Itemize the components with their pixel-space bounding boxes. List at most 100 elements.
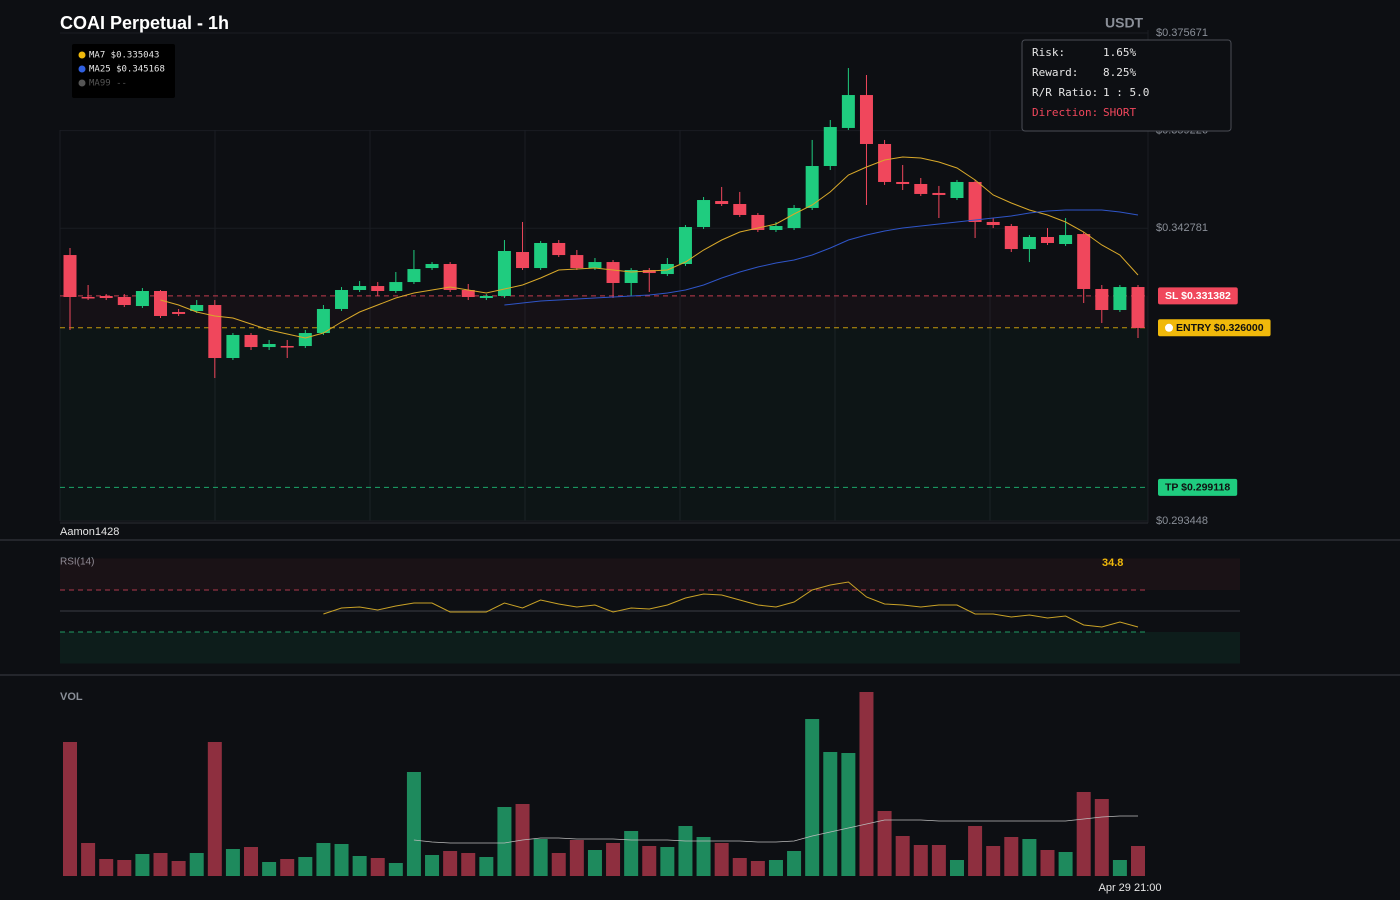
candle-body — [896, 181, 910, 184]
candle-body — [606, 262, 620, 283]
candle-body — [1113, 287, 1127, 310]
ma-line — [504, 209, 1139, 306]
rsi-title: RSI(14) — [60, 557, 94, 568]
volume-bar — [805, 719, 820, 876]
volume-bar — [696, 837, 711, 876]
info-value: SHORT — [1103, 106, 1136, 119]
volume-bar — [298, 857, 313, 876]
level-tag-box — [1158, 478, 1238, 496]
volume-bar — [316, 843, 331, 876]
candle-body — [81, 296, 95, 299]
watermark: Aamon1428 — [60, 526, 119, 538]
volume-bar — [931, 845, 946, 876]
candle-body — [316, 308, 330, 334]
volume-bar — [1004, 837, 1019, 876]
candle-body — [805, 166, 819, 208]
volume-bar — [768, 860, 783, 876]
volume-bar — [425, 855, 440, 876]
candle-body — [624, 269, 638, 283]
chart-title: COAI Perpetual - 1h — [60, 13, 229, 33]
volume-bar — [1022, 839, 1037, 876]
candle-body — [443, 263, 457, 290]
candle-body — [1040, 236, 1054, 243]
volume-bar — [388, 863, 403, 876]
volume-bar — [280, 859, 295, 876]
level-tag: TP $0.299118 — [1158, 478, 1238, 496]
y-tick-label: $0.293448 — [1156, 515, 1208, 527]
legend-label: MA99 -- — [89, 79, 127, 89]
candle-body — [552, 242, 566, 256]
candle-body — [280, 346, 294, 348]
candle-body — [226, 334, 240, 359]
candle-body — [389, 282, 403, 292]
candle-body — [298, 333, 312, 347]
candle-body — [172, 312, 186, 314]
volume-bar — [135, 854, 150, 876]
volume-bar — [732, 858, 747, 876]
info-value: 1.65% — [1103, 46, 1136, 59]
level-tag-box — [1158, 287, 1238, 305]
volume-bar — [497, 807, 512, 876]
oversold-zone — [60, 632, 1240, 664]
volume-bar — [207, 742, 222, 876]
candle-body — [642, 269, 656, 274]
volume-bar — [334, 844, 349, 876]
candle-body — [1131, 287, 1145, 328]
info-box — [1021, 39, 1232, 132]
candle-body — [154, 291, 168, 316]
volume-bar — [1131, 846, 1145, 876]
volume-bar — [949, 860, 964, 876]
candle-body — [787, 207, 801, 229]
volume-bar — [823, 752, 838, 876]
candle-body — [932, 192, 946, 195]
volume-bar — [479, 857, 494, 876]
volume-bar — [189, 853, 204, 876]
candle-body — [570, 255, 584, 269]
currency: USDT — [1105, 15, 1144, 31]
candle-body — [1004, 226, 1018, 250]
volume-bar — [352, 856, 367, 876]
volume-bar — [551, 853, 566, 876]
volume-bar — [1112, 860, 1127, 876]
level-tag-label: SL $0.331382 — [1165, 290, 1231, 302]
candle-body — [135, 291, 149, 307]
candle-body — [534, 242, 548, 269]
candle-body — [1059, 235, 1073, 244]
candle-body — [588, 262, 602, 269]
candle-body — [516, 252, 530, 269]
candle-body — [950, 181, 964, 199]
volume-bar — [81, 843, 96, 876]
legend-dot — [78, 65, 86, 73]
candle-body — [497, 251, 511, 296]
volume-bar — [895, 836, 910, 876]
y-tick-label: $0.375671 — [1156, 27, 1208, 39]
candle-body — [353, 286, 367, 290]
volume-bar — [986, 846, 1001, 876]
info-label: Direction: — [1032, 106, 1098, 119]
candle-body — [1022, 236, 1036, 250]
candle-body — [769, 226, 783, 230]
volume-bar — [587, 850, 602, 876]
candle-body — [968, 181, 982, 222]
volume-bar — [787, 851, 802, 876]
ma-line — [160, 156, 1139, 339]
volume-bar — [117, 860, 132, 876]
volume-bar — [841, 753, 856, 876]
volume-bar — [642, 846, 657, 876]
candle-body — [697, 200, 711, 228]
info-label: Reward: — [1032, 66, 1078, 79]
level-tag-dot — [1165, 323, 1173, 332]
volume-bar — [171, 861, 186, 876]
info-label: R/R Ratio: — [1032, 86, 1098, 99]
volume-bar — [750, 861, 765, 876]
volume-bar — [63, 742, 77, 876]
volume-bar — [877, 811, 892, 876]
volume-bar — [606, 843, 621, 876]
candle-body — [117, 296, 131, 306]
volume-bar — [461, 853, 476, 876]
profit-zone — [60, 328, 1148, 521]
candle-body — [208, 305, 222, 359]
candle-body — [425, 263, 439, 269]
